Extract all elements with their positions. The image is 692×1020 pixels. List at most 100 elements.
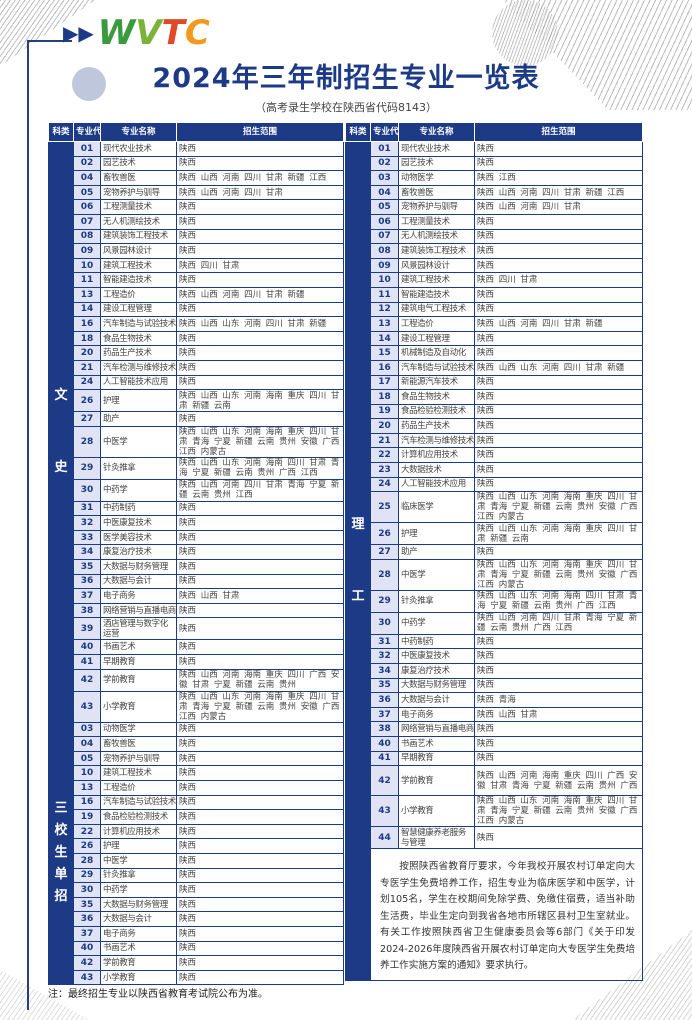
double-arrow-icon: ▶▶ [63, 21, 94, 45]
header-code: 专业代号 [74, 123, 101, 142]
table-row: 三校生单招03动物医学陕西 [49, 722, 344, 737]
major-code: 22 [74, 824, 101, 839]
major-code: 35 [74, 897, 101, 912]
major-code: 30 [74, 479, 101, 501]
enrollment-scope: 陕西 山西 河南 四川 甘肃 新疆 [475, 317, 643, 332]
major-name: 中药制药 [101, 501, 177, 516]
major-name: 大数据与会计 [101, 912, 177, 927]
major-name: 工程测量技术 [399, 214, 475, 229]
table-row: 21汽车检测与维修技术陕西 [49, 360, 344, 375]
enrollment-scope: 陕西 [475, 156, 643, 171]
major-code: 37 [74, 589, 101, 604]
enrollment-scope: 陕西 青海 [475, 693, 643, 708]
major-name: 宠物养护与驯导 [101, 185, 177, 200]
major-name: 汽车制造与试验技术 [101, 795, 177, 810]
table-row: 38网络营销与直播电商陕西 [346, 722, 643, 737]
major-name: 电子商务 [101, 589, 177, 604]
table-row: 06工程测量技术陕西 [49, 200, 344, 215]
major-code: 34 [371, 664, 399, 679]
major-code: 16 [74, 795, 101, 810]
major-code: 42 [74, 956, 101, 971]
enrollment-scope: 陕西 [475, 244, 643, 259]
notice-text: 按照陕西省教育厅要求，今年我校开展农村订单定向大专医学生免费培养工作，招生专业为… [371, 849, 643, 981]
enrollment-scope: 陕西 山西 山东 河南 四川 甘肃 新疆 [177, 317, 344, 332]
enrollment-scope: 陕西 [177, 781, 344, 796]
enrollment-scope: 陕西 [177, 868, 344, 883]
table-row: 39酒店管理与数字化运营陕西 [49, 618, 344, 640]
enrollment-scope: 陕西 [177, 751, 344, 766]
enrollment-scope: 陕西 山西 河南 四川 甘肃 [475, 200, 643, 215]
major-code: 10 [74, 258, 101, 273]
major-name: 助产 [399, 545, 475, 560]
major-name: 畜牧兽医 [101, 737, 177, 752]
table-row: 07无人机测绘技术陕西 [346, 229, 643, 244]
major-code: 35 [371, 678, 399, 693]
major-code: 01 [74, 142, 101, 157]
enrollment-scope: 陕西 山西 山东 河南 海南 重庆 四川 甘肃 青海 宁夏 新疆 云南 贵州 安… [475, 796, 643, 827]
table-row: 34康复治疗技术陕西 [49, 545, 344, 560]
major-name: 工程造价 [101, 781, 177, 796]
table-row: 31中药制药陕西 [49, 501, 344, 516]
major-name: 针灸推拿 [101, 457, 177, 479]
enrollment-scope: 陕西 江西 [475, 171, 643, 186]
header-scope: 招生范围 [475, 123, 643, 142]
major-name: 临床医学 [399, 492, 475, 523]
enrollment-scope: 陕西 [177, 956, 344, 971]
enrollment-scope: 陕西 山西 河南 四川 甘肃 新疆 江西 [177, 171, 344, 186]
major-name: 中药学 [399, 612, 475, 634]
major-code: 28 [74, 853, 101, 868]
table-row: 28中医学陕西 [49, 853, 344, 868]
table-row: 22计算机应用技术陕西 [346, 448, 643, 463]
major-code: 40 [74, 640, 101, 655]
table-row: 11智能建造技术陕西 [49, 273, 344, 288]
enrollment-scope: 陕西 山西 河南 四川 甘肃 新疆 江西 [475, 185, 643, 200]
table-row: 09风景园林设计陕西 [49, 244, 344, 259]
major-code: 32 [74, 516, 101, 531]
major-code: 31 [371, 634, 399, 649]
table-row: 06工程测量技术陕西 [346, 214, 643, 229]
enrollment-scope: 陕西 [177, 603, 344, 618]
major-code: 17 [371, 375, 399, 390]
major-name: 早期教育 [399, 751, 475, 766]
major-name: 智慧健康养老服务与管理 [399, 827, 475, 849]
enrollment-scope: 陕西 [177, 655, 344, 670]
major-name: 中医康复技术 [399, 649, 475, 664]
table-row: 34康复治疗技术陕西 [346, 664, 643, 679]
major-name: 中医康复技术 [101, 516, 177, 531]
major-code: 28 [74, 426, 101, 457]
enrollment-scope: 陕西 [475, 229, 643, 244]
table-row: 07无人机测绘技术陕西 [49, 214, 344, 229]
major-code: 26 [74, 839, 101, 854]
major-name: 建设工程管理 [101, 302, 177, 317]
table-row: 41早期教育陕西 [49, 655, 344, 670]
table-row: 17新能源汽车技术陕西 [346, 375, 643, 390]
major-code: 33 [74, 530, 101, 545]
major-code: 34 [74, 545, 101, 560]
major-name: 护理 [101, 390, 177, 412]
major-code: 27 [74, 412, 101, 427]
major-name: 汽车检测与维修技术 [101, 360, 177, 375]
enrollment-scope: 陕西 [177, 516, 344, 531]
table-row: 26护理陕西 山西 山东 河南 海南 重庆 四川 甘肃 新疆 云南 [49, 390, 344, 412]
major-name: 小学教育 [399, 796, 475, 827]
major-name: 大数据与会计 [399, 693, 475, 708]
major-code: 05 [371, 200, 399, 215]
major-name: 人工智能技术应用 [101, 375, 177, 390]
major-name: 计算机应用技术 [101, 824, 177, 839]
major-name: 建筑电气工程技术 [399, 302, 475, 317]
major-name: 电子商务 [101, 926, 177, 941]
table-row: 42学前教育陕西 [49, 956, 344, 971]
enrollment-scope: 陕西 四川 甘肃 [177, 258, 344, 273]
major-name: 无人机测绘技术 [399, 229, 475, 244]
table-row: 16汽车制造与试验技术陕西 [49, 795, 344, 810]
major-name: 新能源汽车技术 [399, 375, 475, 390]
enrollment-scope: 陕西 [475, 375, 643, 390]
major-name: 动物医学 [399, 171, 475, 186]
enrollment-scope: 陕西 [177, 214, 344, 229]
major-name: 中药学 [101, 883, 177, 898]
logo-letter: V [135, 13, 161, 53]
table-row: 29针灸推拿陕西 山西 山东 河南 海南 四川 甘肃 青海 宁夏 新疆 云南 贵… [49, 457, 344, 479]
major-name: 建筑装饰工程技术 [399, 244, 475, 259]
major-name: 食品生物技术 [399, 390, 475, 405]
major-name: 建筑工程技术 [101, 258, 177, 273]
